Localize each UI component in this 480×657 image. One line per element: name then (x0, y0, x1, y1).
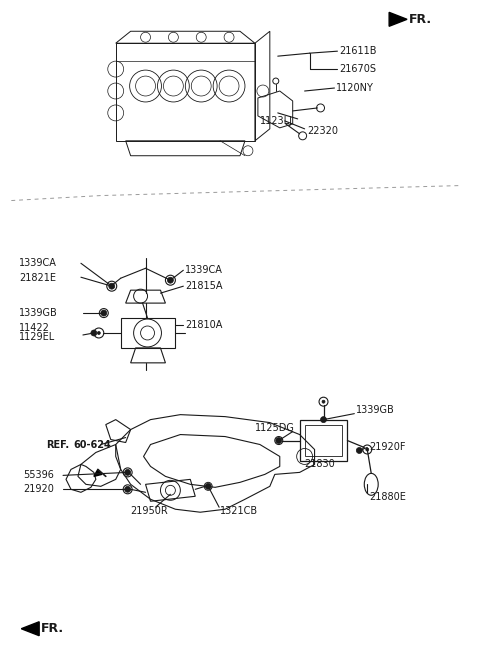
Text: 21920: 21920 (23, 484, 54, 494)
Circle shape (125, 486, 131, 492)
Circle shape (110, 284, 113, 288)
Text: 1339CA: 1339CA (19, 258, 57, 268)
Polygon shape (94, 469, 102, 476)
Text: 1339CA: 1339CA (185, 265, 223, 275)
Circle shape (109, 283, 115, 289)
Text: 22320: 22320 (308, 126, 338, 136)
Text: 55396: 55396 (23, 470, 54, 480)
Circle shape (356, 447, 362, 453)
Text: 60-624: 60-624 (73, 440, 111, 449)
Text: 1339GB: 1339GB (19, 308, 58, 318)
Text: 21880E: 21880E (369, 492, 406, 503)
Text: REF.: REF. (46, 440, 69, 449)
Polygon shape (389, 12, 407, 26)
Text: 21830: 21830 (305, 459, 336, 469)
Circle shape (126, 471, 129, 474)
Text: 21815A: 21815A (185, 281, 223, 291)
Text: 21920F: 21920F (369, 443, 406, 453)
Circle shape (366, 448, 369, 451)
Text: 1123LJ: 1123LJ (260, 116, 293, 126)
Text: 1120NY: 1120NY (336, 83, 374, 93)
Text: 21950R: 21950R (131, 507, 168, 516)
Circle shape (277, 439, 280, 442)
Text: 21611B: 21611B (339, 46, 377, 57)
Circle shape (91, 330, 97, 336)
Circle shape (321, 417, 326, 422)
Circle shape (126, 488, 129, 491)
Text: FR.: FR. (41, 622, 64, 635)
Circle shape (101, 310, 107, 316)
Text: 21810A: 21810A (185, 320, 223, 330)
Text: 1125DG: 1125DG (255, 422, 295, 432)
Polygon shape (21, 622, 39, 636)
Circle shape (169, 279, 172, 282)
Circle shape (207, 485, 210, 488)
Text: 21821E: 21821E (19, 273, 56, 283)
Text: 1321CB: 1321CB (220, 507, 258, 516)
Circle shape (97, 332, 100, 334)
Circle shape (322, 400, 325, 403)
Circle shape (205, 484, 211, 489)
Text: 11422: 11422 (19, 323, 50, 333)
Circle shape (168, 277, 173, 283)
Circle shape (125, 469, 131, 476)
Text: 1129EL: 1129EL (19, 332, 56, 342)
Text: 21670S: 21670S (339, 64, 376, 74)
Text: 1339GB: 1339GB (356, 405, 395, 415)
Circle shape (102, 311, 105, 315)
Text: FR.: FR. (409, 13, 432, 26)
Circle shape (276, 438, 282, 443)
